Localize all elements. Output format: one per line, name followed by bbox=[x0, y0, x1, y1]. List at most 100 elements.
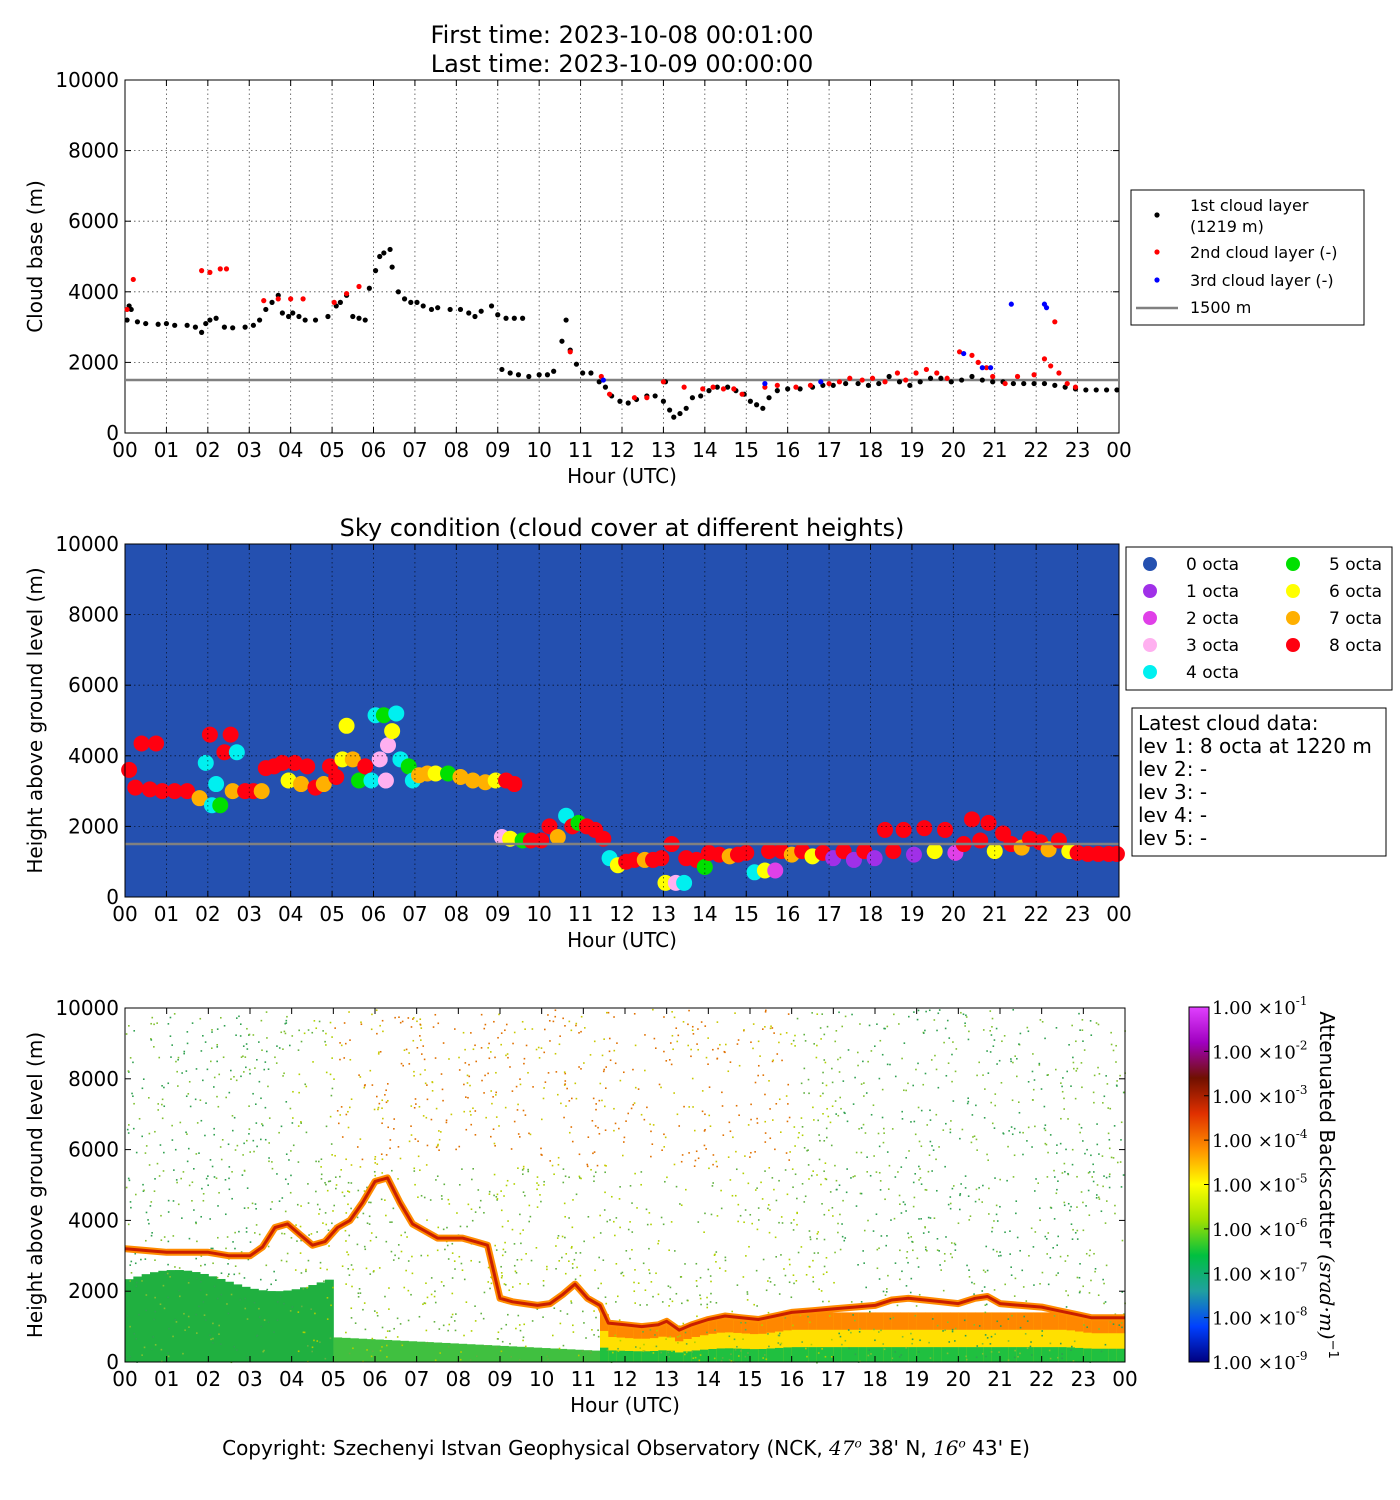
p3-noise-dot bbox=[772, 1059, 775, 1062]
p1-point bbox=[600, 377, 606, 383]
p1-point bbox=[515, 372, 522, 378]
p1-point bbox=[544, 372, 551, 378]
p2-y-ticklabel: 2000 bbox=[68, 814, 119, 838]
p3-noise-dot bbox=[376, 1314, 379, 1317]
p3-aerosol-column bbox=[1075, 1315, 1084, 1362]
p2-xlabel: Hour (UTC) bbox=[567, 928, 677, 952]
p3-noise-dot bbox=[703, 1130, 706, 1132]
p3-noise-dot bbox=[285, 1022, 288, 1024]
p3-noise-dot bbox=[805, 1274, 808, 1276]
p3-noise-dot bbox=[568, 1020, 571, 1023]
p3-noise-dot bbox=[489, 1287, 491, 1290]
p3-noise-dot bbox=[471, 1219, 474, 1222]
p3-noise-dot bbox=[163, 1105, 166, 1108]
p3-noise-dot bbox=[1100, 1350, 1103, 1353]
p3-noise-dot bbox=[248, 1133, 250, 1135]
p3-noise-dot bbox=[484, 1023, 487, 1026]
p3-aerosol-column bbox=[258, 1290, 268, 1362]
p3-noise-dot bbox=[302, 1287, 305, 1290]
p3-noise-dot bbox=[653, 1037, 656, 1040]
p3-noise-dot bbox=[270, 1283, 272, 1286]
p3-noise-dot bbox=[665, 1060, 668, 1062]
p3-noise-dot bbox=[1011, 1099, 1014, 1102]
p3-noise-dot bbox=[507, 1220, 509, 1222]
p3-noise-dot bbox=[1037, 1182, 1040, 1184]
p3-noise-dot bbox=[581, 1350, 584, 1352]
p3-noise-dot bbox=[1095, 1197, 1098, 1199]
p3-noise-dot bbox=[458, 1056, 460, 1059]
p3-noise-dot bbox=[767, 1207, 769, 1210]
p3-noise-dot bbox=[357, 1189, 360, 1192]
p3-noise-dot bbox=[186, 1031, 189, 1033]
p3-noise-dot bbox=[351, 1285, 353, 1288]
p3-noise-dot bbox=[1056, 1244, 1058, 1247]
p3-noise-dot bbox=[148, 1164, 151, 1166]
p3-noise-dot bbox=[735, 1168, 738, 1171]
p3-aerosol-column bbox=[883, 1312, 893, 1362]
p3-noise-dot bbox=[984, 1304, 987, 1307]
p1-point bbox=[1008, 301, 1014, 307]
p3-aerosol-column bbox=[608, 1323, 618, 1362]
p3-noise-dot bbox=[989, 1010, 992, 1012]
p3-noise-dot bbox=[348, 1352, 351, 1355]
p3-aerosol-column bbox=[666, 1324, 676, 1362]
p1-point bbox=[372, 268, 379, 274]
p3-noise-dot bbox=[278, 1200, 281, 1202]
p2-octa-point bbox=[895, 821, 912, 838]
p3-noise-dot bbox=[677, 1034, 680, 1037]
p3-noise-dot bbox=[674, 1250, 676, 1252]
p3-noise-dot bbox=[404, 1231, 406, 1234]
p3-noise-dot bbox=[971, 1281, 973, 1284]
p3-noise-dot bbox=[543, 1028, 546, 1031]
p3-noise-dot bbox=[145, 1294, 148, 1296]
p3-noise-dot bbox=[916, 1018, 919, 1021]
p3-noise-dot bbox=[793, 1219, 795, 1221]
p3-noise-dot bbox=[575, 1022, 578, 1025]
p3-heatmap bbox=[125, 1270, 1126, 1362]
p3-aerosol-column bbox=[300, 1287, 309, 1362]
p3-noise-dot bbox=[416, 1047, 419, 1049]
p3-noise-dot bbox=[441, 1088, 444, 1091]
p3-noise-dot bbox=[894, 1351, 897, 1353]
p3-noise-dot bbox=[778, 1098, 781, 1101]
p3-noise-dot bbox=[132, 1095, 134, 1098]
p2-octa-point bbox=[179, 783, 196, 800]
p3-noise-dot bbox=[458, 1255, 461, 1258]
p1-point bbox=[217, 266, 223, 272]
p3-aerosol-column bbox=[466, 1344, 476, 1362]
p3-x-ticklabel: 15 bbox=[737, 1367, 762, 1391]
p3-noise-dot bbox=[975, 1188, 978, 1191]
p3-noise-dot bbox=[925, 1010, 927, 1013]
p1-point bbox=[956, 349, 963, 355]
p2-legend-marker bbox=[1143, 584, 1157, 598]
p3-noise-dot bbox=[504, 1283, 507, 1286]
p3-noise-dot bbox=[331, 1087, 334, 1090]
p3-noise-dot bbox=[376, 1032, 378, 1035]
p3-noise-dot bbox=[406, 1236, 408, 1238]
p3-noise-dot bbox=[951, 1080, 953, 1083]
p3-noise-dot bbox=[141, 1280, 143, 1282]
p3-noise-dot bbox=[769, 1209, 771, 1211]
p3-noise-dot bbox=[1008, 1130, 1010, 1132]
p3-noise-dot bbox=[1110, 1031, 1112, 1034]
p3-noise-dot bbox=[470, 1114, 472, 1116]
p1-x-ticklabel: 16 bbox=[775, 438, 800, 462]
p3-noise-dot bbox=[1103, 1175, 1105, 1177]
p3-noise-dot bbox=[953, 1242, 956, 1245]
p3-noise-dot bbox=[705, 1148, 707, 1150]
p3-noise-dot bbox=[978, 1186, 980, 1189]
p3-noise-dot bbox=[1010, 1060, 1012, 1063]
p3-noise-dot bbox=[142, 1183, 144, 1186]
p3-noise-dot bbox=[394, 1254, 396, 1257]
p3-noise-dot bbox=[274, 1056, 276, 1059]
p3-noise-dot bbox=[852, 1103, 855, 1105]
p2-legend-label: 0 octa bbox=[1186, 555, 1239, 575]
p1-point bbox=[689, 395, 696, 401]
p3-noise-dot bbox=[655, 1345, 658, 1348]
p3-noise-dot bbox=[562, 1344, 565, 1347]
p3-noise-dot bbox=[1074, 1097, 1077, 1100]
p3-noise-dot bbox=[925, 1189, 928, 1191]
p3-noise-dot bbox=[334, 1154, 336, 1157]
p3-noise-dot bbox=[315, 1027, 318, 1030]
p3-noise-dot bbox=[219, 1146, 222, 1148]
